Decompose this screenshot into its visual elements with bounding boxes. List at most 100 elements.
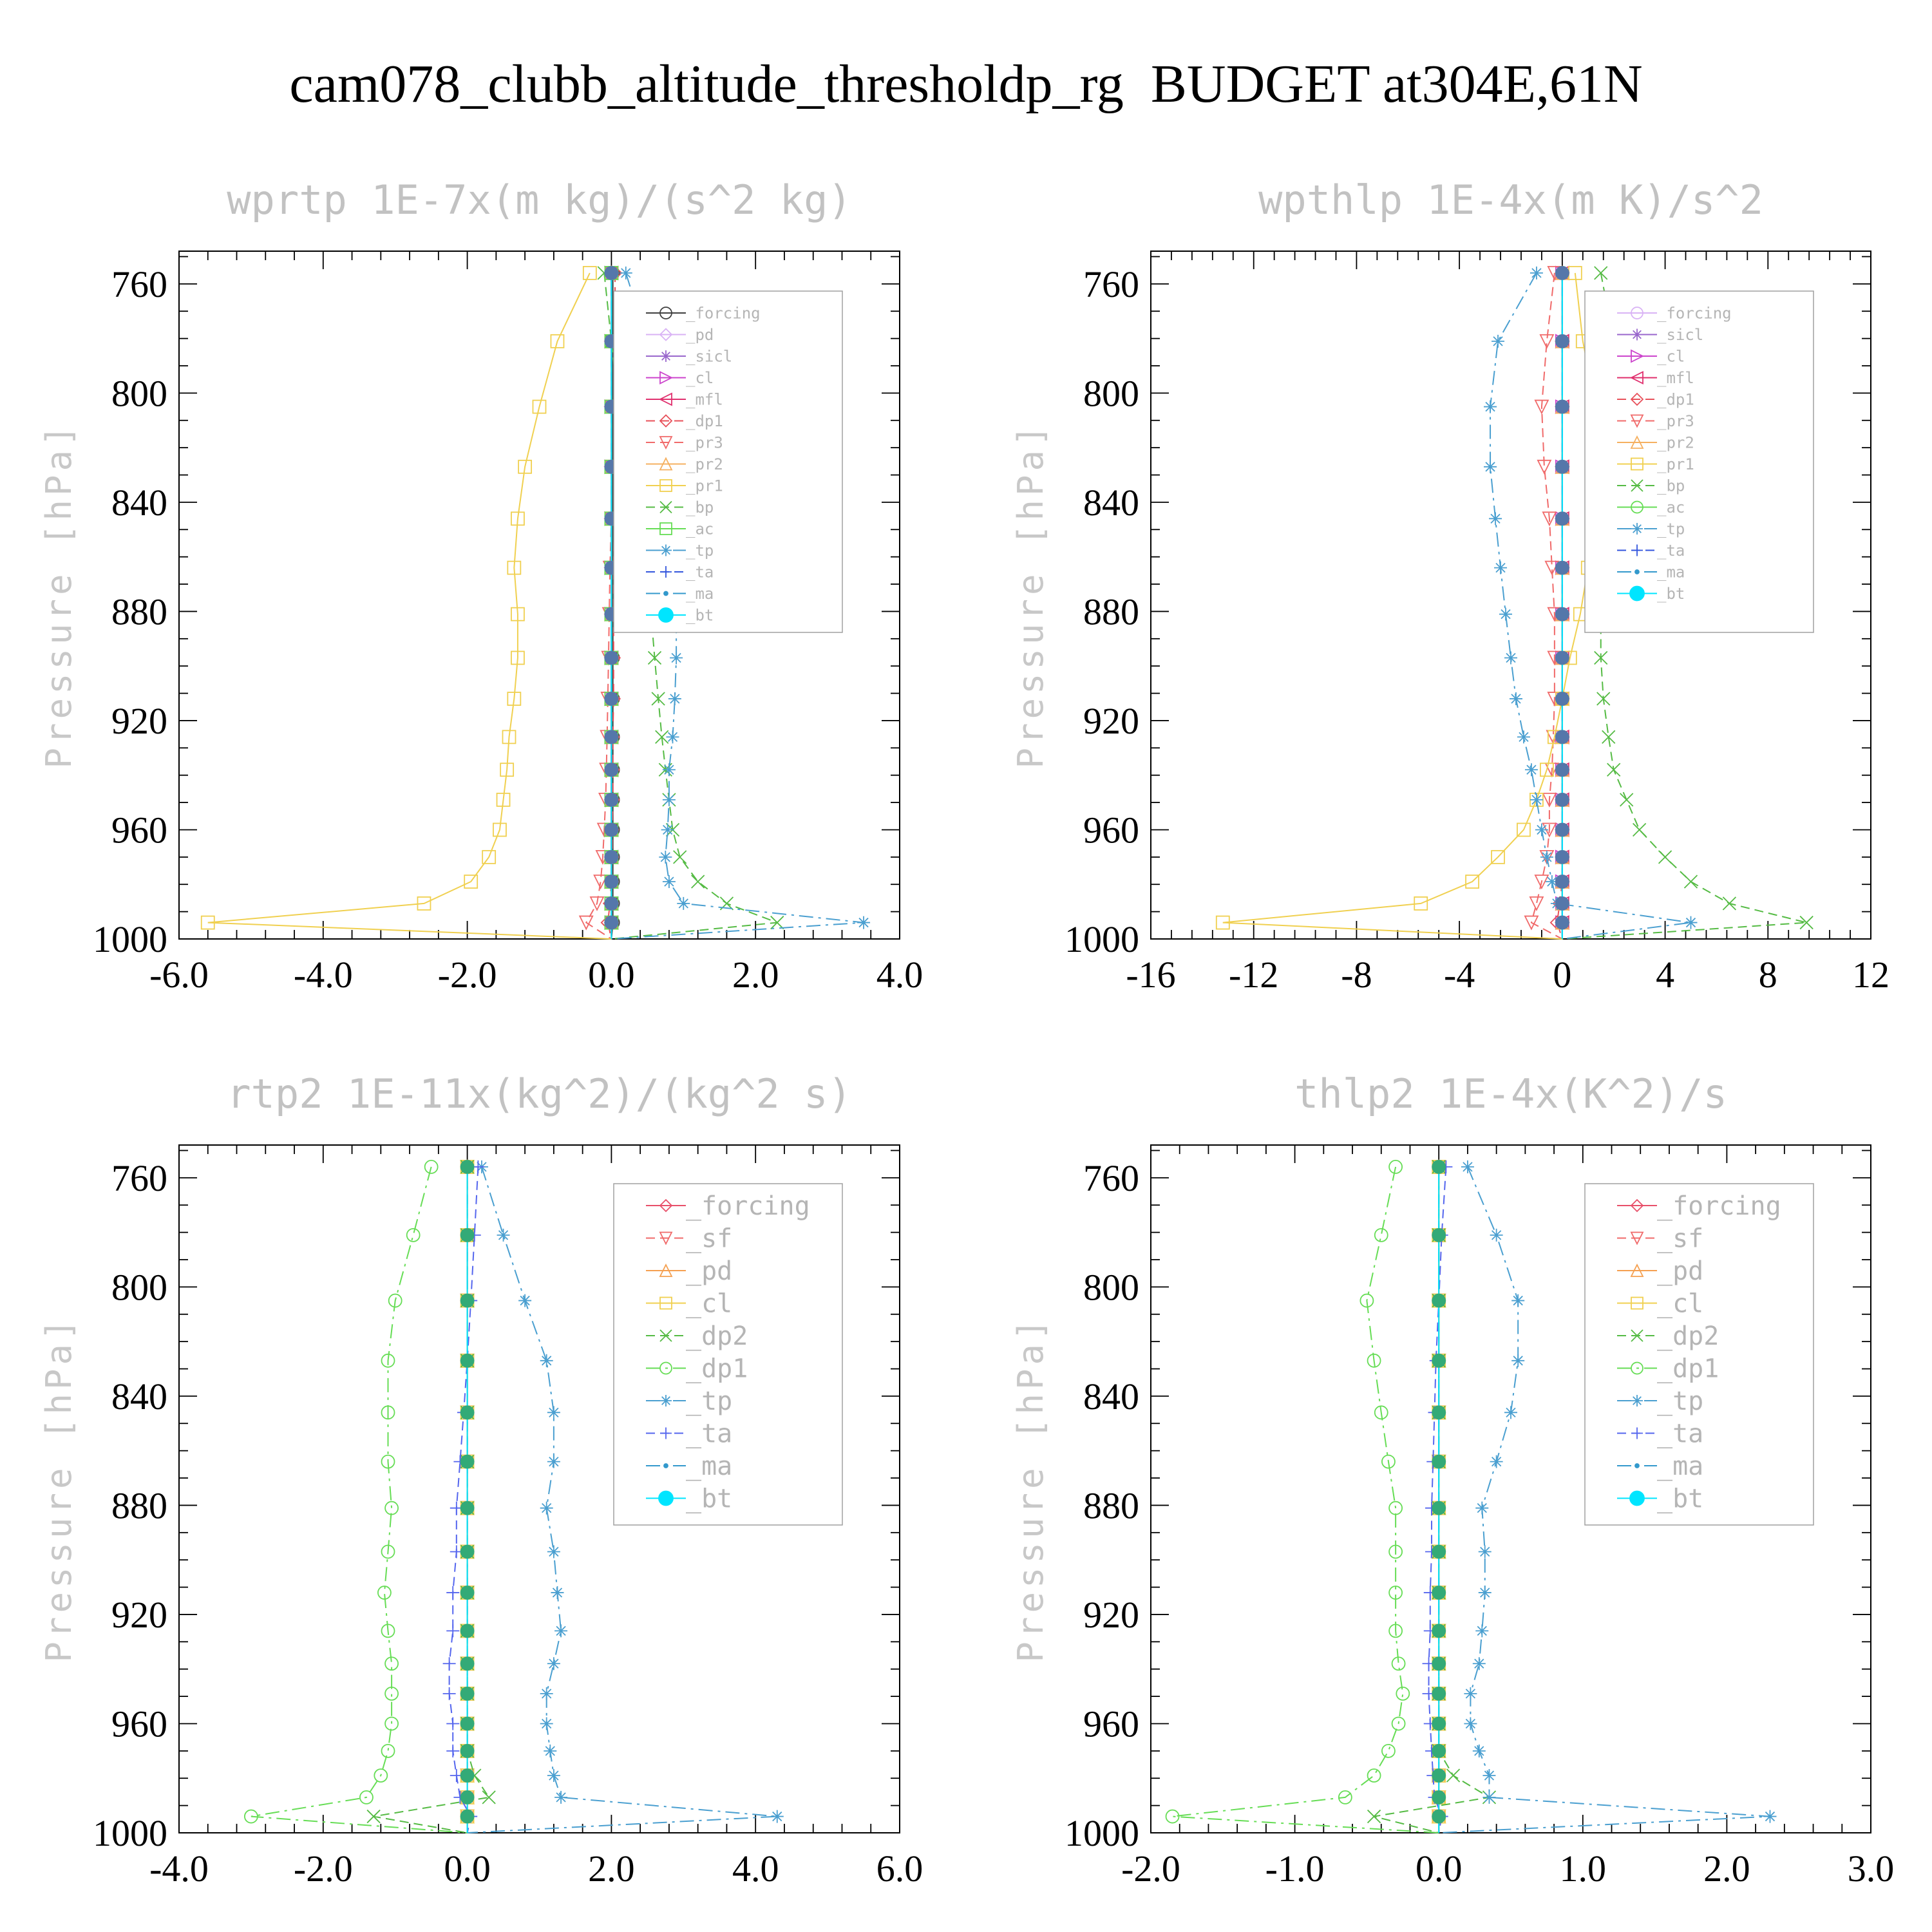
- data-point: [1391, 1716, 1406, 1731]
- data-point: [1490, 1455, 1503, 1468]
- data-point: [1388, 1586, 1403, 1600]
- y-tick-label: 760: [1083, 1157, 1139, 1199]
- data-point: [770, 1810, 784, 1823]
- data-point: [442, 1687, 456, 1700]
- data-point: [388, 1293, 402, 1308]
- data-point: [1432, 1501, 1446, 1515]
- legend-marker: [659, 457, 673, 471]
- legend-marker: [660, 544, 672, 556]
- data-point: [1555, 822, 1569, 837]
- data-point: [540, 1354, 553, 1367]
- legend-label: _dp1: [1657, 390, 1694, 408]
- legend-marker: [659, 328, 673, 341]
- data-point: [662, 793, 676, 806]
- data-point: [1367, 1353, 1381, 1368]
- data-point: [511, 607, 525, 621]
- data-point: [578, 915, 594, 931]
- data-point: [547, 1455, 560, 1468]
- x-tick-label: 4.0: [732, 1848, 779, 1889]
- legend-label: _pd: [1657, 1256, 1703, 1286]
- data-point: [1530, 266, 1543, 279]
- data-point: [1432, 1743, 1446, 1758]
- legend-marker: [1630, 414, 1644, 428]
- series-line: [1556, 272, 1563, 940]
- legend-label: _bp: [1657, 477, 1685, 495]
- series-line: [1172, 1166, 1439, 1833]
- data-point: [540, 1687, 553, 1700]
- legend-label: _tp: [1657, 520, 1685, 538]
- x-tick-label: 1.0: [1560, 1848, 1607, 1889]
- legend-label: _forcing: [686, 304, 761, 322]
- data-point: [604, 762, 619, 777]
- data-point: [1596, 692, 1611, 706]
- data-point: [1432, 1768, 1446, 1783]
- x-tick-label: 0.0: [444, 1848, 491, 1889]
- legend-marker: [1631, 1329, 1643, 1342]
- y-tick-label: 760: [1083, 263, 1139, 305]
- legend-marker: [660, 566, 672, 578]
- data-point: [1482, 1790, 1496, 1804]
- data-point: [460, 1160, 475, 1174]
- legend-label: _bt: [686, 1484, 732, 1514]
- data-point: [1432, 1716, 1446, 1731]
- y-tick-label: 800: [111, 372, 167, 414]
- data-point: [547, 1406, 560, 1419]
- legend-label: _sf: [1657, 1224, 1703, 1254]
- data-point: [1446, 1768, 1461, 1783]
- data-point: [1489, 512, 1502, 526]
- data-point: [1432, 1454, 1446, 1469]
- data-point: [384, 1686, 399, 1701]
- data-point: [1359, 1293, 1374, 1308]
- data-point: [1465, 875, 1480, 889]
- data-point: [243, 1809, 258, 1824]
- data-point: [1555, 762, 1569, 777]
- data-point: [384, 1501, 399, 1515]
- legend-label: _ma: [686, 585, 714, 603]
- data-point: [460, 1768, 475, 1783]
- data-point: [1490, 1228, 1503, 1242]
- x-tick-label: -2.0: [1121, 1848, 1180, 1889]
- legend-label: _dp1: [686, 1354, 748, 1384]
- y-tick-label: 800: [111, 1266, 167, 1308]
- data-point: [446, 1624, 460, 1638]
- data-point: [446, 1744, 460, 1757]
- legend-marker: [1631, 328, 1643, 341]
- data-point: [1555, 607, 1569, 621]
- data-point: [511, 511, 525, 526]
- legend-label: _pr2: [686, 455, 723, 473]
- data-point: [1367, 1768, 1381, 1783]
- data-point: [1633, 822, 1647, 837]
- legend-marker: [659, 307, 672, 319]
- legend-label: _forcing: [686, 1191, 810, 1221]
- data-point: [662, 875, 676, 888]
- legend-label: _forcing: [1657, 304, 1732, 322]
- data-point: [1555, 875, 1569, 889]
- legend: _forcing_sf_pd_cl_dp2_dp1 _tp _ta _ma _bt: [613, 1183, 843, 1526]
- data-point: [619, 266, 632, 279]
- data-point: [1684, 916, 1698, 929]
- legend-marker: [663, 591, 668, 596]
- plot-frame: [1150, 251, 1871, 940]
- series_pr1: [1215, 266, 1608, 940]
- data-point: [554, 1790, 568, 1804]
- data-point: [1539, 334, 1555, 349]
- legend-marker: [1631, 479, 1643, 492]
- legend-label: _ta: [686, 563, 714, 581]
- data-point: [460, 1227, 475, 1242]
- legend-box: [613, 1183, 843, 1526]
- legend-marker: [658, 392, 672, 406]
- x-tick-label: 2.0: [1703, 1848, 1750, 1889]
- data-point: [677, 896, 690, 910]
- data-point: [1472, 1657, 1486, 1671]
- data-point: [493, 822, 507, 837]
- legend-marker: [1631, 500, 1643, 514]
- data-point: [1517, 822, 1531, 837]
- data-point: [460, 1809, 475, 1824]
- data-point: [604, 849, 619, 864]
- legend-label: _ta: [1657, 542, 1685, 560]
- legend-label: _cl: [1657, 1289, 1703, 1319]
- data-point: [1432, 1160, 1446, 1174]
- panel-title: thlp2 1E-4x(K^2)/s: [1294, 1070, 1727, 1117]
- legend-label: _bt: [1657, 1484, 1703, 1514]
- panel-wprtp: wprtp 1E-7x(m kg)/(s^2 kg) Pressure [hPa]…: [39, 176, 923, 996]
